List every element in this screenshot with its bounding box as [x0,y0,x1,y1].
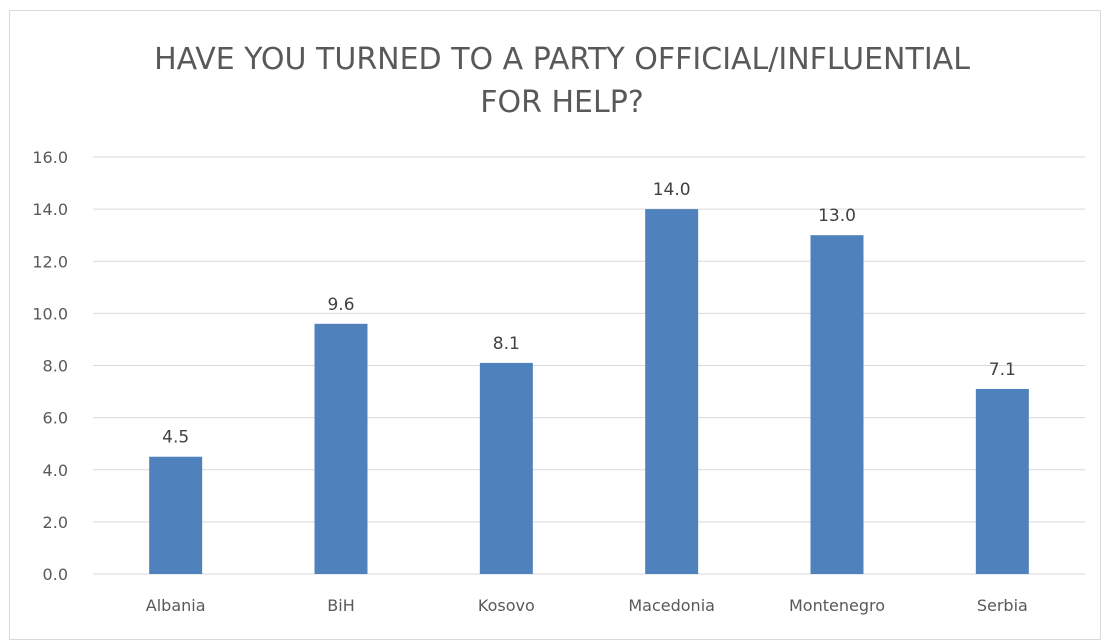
bar-serbia [975,388,1029,574]
data-label: 14.0 [653,180,691,200]
grid-lines [93,156,1085,575]
y-tick-label: 6.0 [43,409,68,428]
bar-albania [149,456,203,574]
x-tick-label: Kosovo [478,596,535,615]
y-tick-label: 2.0 [43,513,68,532]
bar-macedonia [645,209,699,574]
x-tick-label: BiH [327,596,354,615]
bar-bih [314,323,368,574]
x-tick-label: Montenegro [789,596,885,615]
data-label: 13.0 [818,206,856,226]
data-labels: 4.5 9.6 8.1 14.0 13.0 7.1 [162,180,1016,448]
data-label: 4.5 [162,428,189,448]
bar-kosovo [479,362,533,574]
chart-title-line-1: HAVE YOU TURNED TO A PARTY OFFICIAL/INFL… [154,42,970,77]
y-tick-label: 12.0 [32,252,68,271]
data-label: 7.1 [989,360,1016,380]
x-tick-label: Macedonia [628,596,715,615]
x-tick-label: Serbia [977,596,1028,615]
y-tick-label: 0.0 [43,565,68,584]
y-tick-label: 10.0 [32,304,68,323]
data-label: 9.6 [327,295,354,315]
y-tick-label: 8.0 [43,357,68,376]
data-label: 8.1 [493,334,520,354]
y-tick-label: 4.0 [43,461,68,480]
bar-chart: 0.0 2.0 4.0 6.0 8.0 10.0 12.0 14.0 16.0 4.5 9.6 8.… [32,148,1085,615]
chart-title: HAVE YOU TURNED TO A PARTY OFFICIAL/INFL… [0,38,1104,124]
bars [149,209,1029,574]
y-tick-label: 14.0 [32,200,68,219]
bar-montenegro [810,235,864,574]
y-axis-tick-labels: 0.0 2.0 4.0 6.0 8.0 10.0 12.0 14.0 16.0 [32,148,68,584]
x-tick-label: Albania [146,596,206,615]
chart-title-line-2: FOR HELP? [480,85,644,120]
y-tick-label: 16.0 [32,148,68,167]
x-axis-tick-labels: Albania BiH Kosovo Macedonia Montenegro Serbi… [146,596,1028,615]
